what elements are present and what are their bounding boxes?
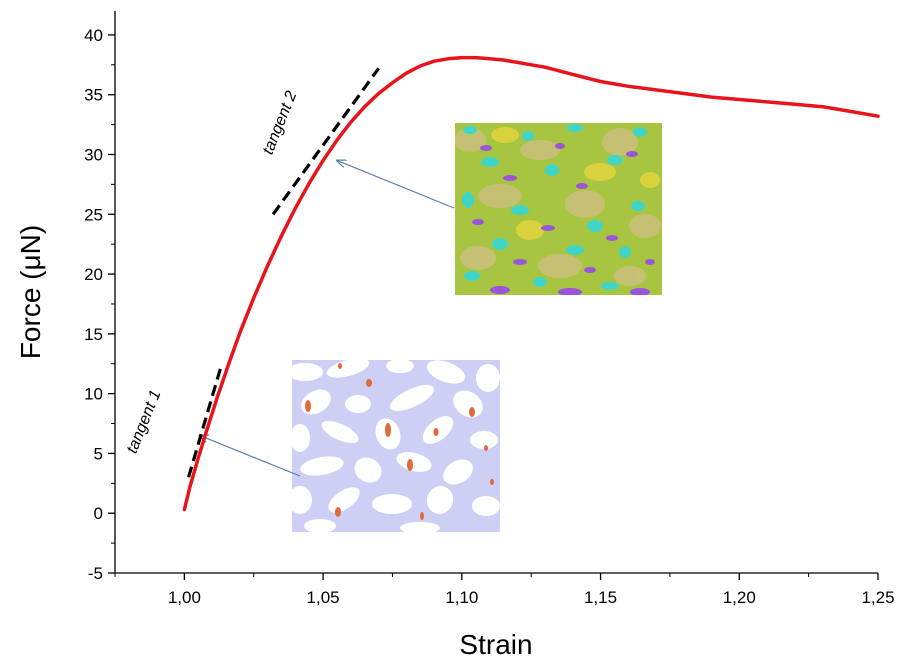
tangent-1-line [186,363,224,478]
series-line-force [182,55,880,512]
x-tick-label: 1,00 [168,588,201,607]
x-tick-label: 1,10 [445,588,478,607]
inset-1-pointer-arrow [200,435,301,477]
x-ticks: 1,00 1,05 1,10 1,15 1,20 1,25 [114,573,895,607]
y-tick-label: -5 [88,564,103,583]
y-tick-label: 15 [84,325,103,344]
tangent-lines [186,67,380,478]
y-ticks: -5 0 5 10 15 20 25 30 35 40 [84,26,115,583]
x-tick-label: 1,05 [307,588,340,607]
x-tick-label: 1,25 [861,588,894,607]
y-tick-label: 20 [84,265,103,284]
high-strain-microstructure-inset [455,123,662,295]
x-tick-label: 1,20 [723,588,756,607]
y-tick-label: 0 [94,504,103,523]
y-tick-label: 35 [84,86,103,105]
y-tick-label: 5 [94,444,103,463]
y-tick-label: 40 [84,26,103,45]
annotations: tangent 1 tangent 2 [124,89,301,456]
tangent-2-label: tangent 2 [260,89,301,157]
axes [114,11,878,574]
x-axis-title: Strain [459,629,532,660]
low-strain-microstructure-inset [292,360,500,532]
tangent-1-label: tangent 1 [124,388,165,456]
series-layer [182,55,880,512]
inset-2-pointer-arrow [337,160,455,209]
y-tick-label: 25 [84,205,103,224]
y-tick-label: 10 [84,385,103,404]
y-axis-title: Force (μN) [15,225,46,359]
y-tick-label: 30 [84,145,103,164]
x-tick-label: 1,15 [584,588,617,607]
tangent-2-line [271,67,380,216]
